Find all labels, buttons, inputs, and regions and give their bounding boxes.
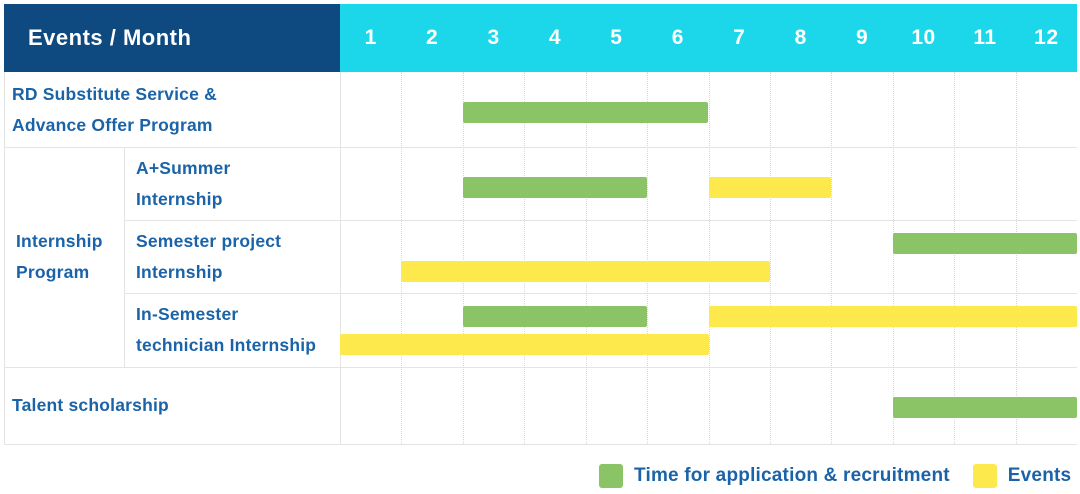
bar-event bbox=[708, 306, 1077, 327]
row-label-line: Advance Offer Program bbox=[12, 114, 213, 135]
row-label-line: Internship bbox=[136, 261, 223, 282]
month-gridline bbox=[585, 72, 587, 444]
month-gridline bbox=[1015, 72, 1017, 444]
month-header-11: 11 bbox=[973, 26, 997, 49]
row-divider bbox=[124, 220, 1077, 221]
row-divider bbox=[4, 147, 1077, 148]
bar-event bbox=[708, 177, 832, 198]
bar-recruitment bbox=[462, 177, 648, 198]
row-label: Semester project Internship bbox=[124, 220, 340, 293]
month-header-12: 12 bbox=[1034, 26, 1059, 49]
month-header-2: 2 bbox=[426, 26, 439, 49]
bar-event bbox=[401, 261, 770, 282]
legend-swatch-recruitment bbox=[599, 464, 623, 488]
month-header-8: 8 bbox=[794, 26, 807, 49]
legend-item-event: Events bbox=[972, 464, 1072, 488]
bar-recruitment bbox=[462, 306, 648, 327]
row-label: In-Semester technician Internship bbox=[124, 293, 340, 367]
events-month-header: Events / Month bbox=[4, 4, 340, 72]
legend-item-recruitment: Time for application & recruitment bbox=[599, 464, 950, 488]
legend: Time for application & recruitment Events bbox=[599, 464, 1071, 488]
row-label-line: A+Summer bbox=[136, 157, 231, 178]
row-label-line: Semester project bbox=[136, 230, 282, 251]
bar-recruitment bbox=[892, 397, 1078, 418]
row-label-line: technician Internship bbox=[136, 335, 317, 355]
month-gridline bbox=[769, 72, 771, 444]
events-month-label: Events / Month bbox=[28, 25, 192, 50]
month-gridline bbox=[831, 72, 833, 444]
bar-recruitment bbox=[462, 102, 709, 123]
month-header-3: 3 bbox=[487, 26, 500, 49]
legend-swatch-event bbox=[972, 464, 997, 488]
month-gridline bbox=[524, 72, 526, 444]
legend-label: Time for application & recruitment bbox=[634, 465, 950, 486]
group-label-line: Program bbox=[16, 262, 90, 282]
row-label: Talent scholarship bbox=[4, 367, 340, 444]
group-label-line: Internship bbox=[16, 231, 103, 251]
month-header-row: 1 2 3 4 5 6 7 8 9 10 11 12 bbox=[340, 4, 1077, 72]
row-divider bbox=[4, 367, 1077, 368]
month-header-1: 1 bbox=[364, 26, 377, 49]
column-divider bbox=[124, 147, 125, 367]
row-label-line: Talent scholarship bbox=[12, 395, 169, 415]
month-gridline bbox=[708, 72, 710, 444]
row-label: A+Summer Internship bbox=[124, 147, 340, 220]
month-header-10: 10 bbox=[911, 26, 936, 49]
month-gridline bbox=[401, 72, 403, 444]
column-divider bbox=[340, 72, 341, 444]
row-divider bbox=[4, 444, 1077, 445]
bar-recruitment bbox=[892, 233, 1078, 254]
column-divider bbox=[4, 72, 5, 444]
month-gridline bbox=[954, 72, 956, 444]
month-header-7: 7 bbox=[733, 26, 746, 49]
month-gridline bbox=[647, 72, 649, 444]
row-label-line: Internship bbox=[136, 188, 223, 209]
month-header-5: 5 bbox=[610, 26, 623, 49]
row-label-line: In-Semester bbox=[136, 304, 239, 324]
row-label-line: RD Substitute Service & bbox=[12, 83, 217, 104]
group-label: Internship Program bbox=[4, 147, 124, 367]
row-divider bbox=[124, 293, 1077, 294]
month-header-6: 6 bbox=[671, 26, 684, 49]
month-gridline bbox=[462, 72, 464, 444]
row-label: RD Substitute Service & Advance Offer Pro… bbox=[4, 72, 340, 147]
legend-label: Events bbox=[1007, 465, 1072, 486]
month-gridline bbox=[892, 72, 894, 444]
month-header-9: 9 bbox=[855, 26, 869, 49]
month-header-4: 4 bbox=[548, 26, 562, 49]
bar-event bbox=[340, 334, 709, 355]
